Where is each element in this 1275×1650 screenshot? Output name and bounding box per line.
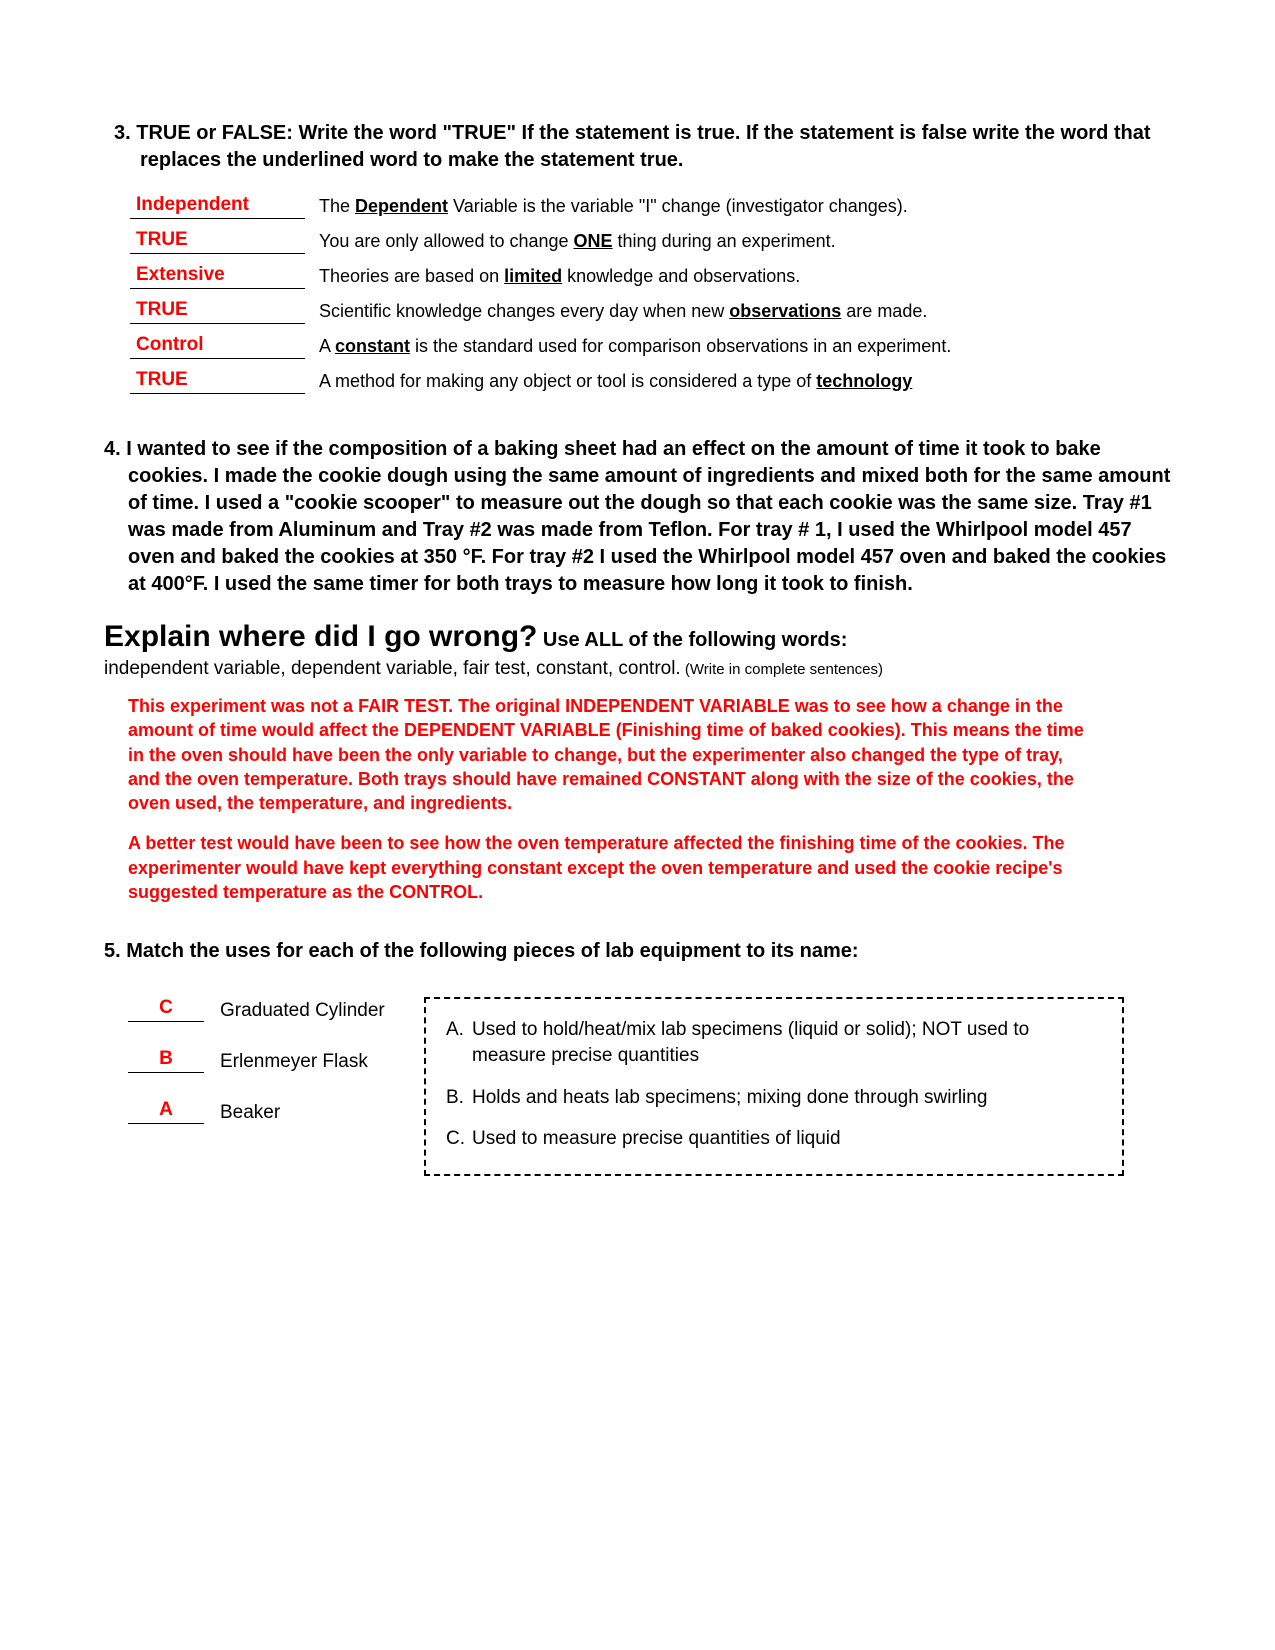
q3-instructions: 3. TRUE or FALSE: Write the word "TRUE" … bbox=[140, 120, 1175, 174]
match-label: Graduated Cylinder bbox=[220, 1000, 385, 1022]
option-letter: A. bbox=[446, 1017, 472, 1068]
match-label: Erlenmeyer Flask bbox=[220, 1051, 368, 1073]
explain-word-list: independent variable, dependent variable… bbox=[104, 658, 1175, 680]
tf-row: TRUE A method for making any object or t… bbox=[130, 369, 1175, 394]
answer-blank: TRUE bbox=[130, 299, 305, 324]
option-text: Used to hold/heat/mix lab specimens (liq… bbox=[472, 1017, 1104, 1068]
statement: Scientific knowledge changes every day w… bbox=[319, 301, 927, 324]
option-text: Used to measure precise quantities of li… bbox=[472, 1126, 1104, 1152]
statement: A method for making any object or tool i… bbox=[319, 371, 912, 394]
explain-heading: Explain where did I go wrong? Use ALL of… bbox=[104, 620, 1175, 654]
answer-blank: Independent bbox=[130, 194, 305, 219]
match-option: C. Used to measure precise quantities of… bbox=[446, 1126, 1104, 1152]
tf-row: Control A constant is the standard used … bbox=[130, 334, 1175, 359]
tf-row: TRUE Scientific knowledge changes every … bbox=[130, 299, 1175, 324]
q4-scenario: 4. I wanted to see if the composition of… bbox=[128, 436, 1175, 598]
matching-items: C Graduated Cylinder B Erlenmeyer Flask … bbox=[128, 997, 418, 1176]
match-row: B Erlenmeyer Flask bbox=[128, 1048, 418, 1073]
match-answer: C bbox=[128, 997, 204, 1022]
answer-paragraph: This experiment was not a FAIR TEST. The… bbox=[128, 694, 1088, 815]
tf-row: Independent The Dependent Variable is th… bbox=[130, 194, 1175, 219]
answer-blank: Control bbox=[130, 334, 305, 359]
q3-rows: Independent The Dependent Variable is th… bbox=[130, 194, 1175, 394]
match-option: A. Used to hold/heat/mix lab specimens (… bbox=[446, 1017, 1104, 1068]
match-option: B. Holds and heats lab specimens; mixing… bbox=[446, 1085, 1104, 1111]
explain-subtitle: Use ALL of the following words: bbox=[537, 629, 847, 651]
matching-section: C Graduated Cylinder B Erlenmeyer Flask … bbox=[128, 997, 1175, 1176]
answer-blank: Extensive bbox=[130, 264, 305, 289]
option-text: Holds and heats lab specimens; mixing do… bbox=[472, 1085, 1104, 1111]
q5-instructions: 5. Match the uses for each of the follow… bbox=[104, 940, 1175, 963]
option-letter: C. bbox=[446, 1126, 472, 1152]
matching-options-box: A. Used to hold/heat/mix lab specimens (… bbox=[424, 997, 1124, 1176]
answer-blank: TRUE bbox=[130, 229, 305, 254]
option-letter: B. bbox=[446, 1085, 472, 1111]
q4-answer: This experiment was not a FAIR TEST. The… bbox=[128, 694, 1088, 904]
match-answer: A bbox=[128, 1099, 204, 1124]
answer-paragraph: A better test would have been to see how… bbox=[128, 831, 1088, 904]
worksheet-page: 3. TRUE or FALSE: Write the word "TRUE" … bbox=[0, 0, 1275, 1650]
match-answer: B bbox=[128, 1048, 204, 1073]
statement: The Dependent Variable is the variable "… bbox=[319, 196, 908, 219]
match-row: A Beaker bbox=[128, 1099, 418, 1124]
tf-row: Extensive Theories are based on limited … bbox=[130, 264, 1175, 289]
statement: Theories are based on limited knowledge … bbox=[319, 266, 800, 289]
tf-row: TRUE You are only allowed to change ONE … bbox=[130, 229, 1175, 254]
match-label: Beaker bbox=[220, 1102, 280, 1124]
match-row: C Graduated Cylinder bbox=[128, 997, 418, 1022]
statement: You are only allowed to change ONE thing… bbox=[319, 231, 836, 254]
explain-title: Explain where did I go wrong? bbox=[104, 620, 537, 653]
statement: A constant is the standard used for comp… bbox=[319, 336, 951, 359]
answer-blank: TRUE bbox=[130, 369, 305, 394]
